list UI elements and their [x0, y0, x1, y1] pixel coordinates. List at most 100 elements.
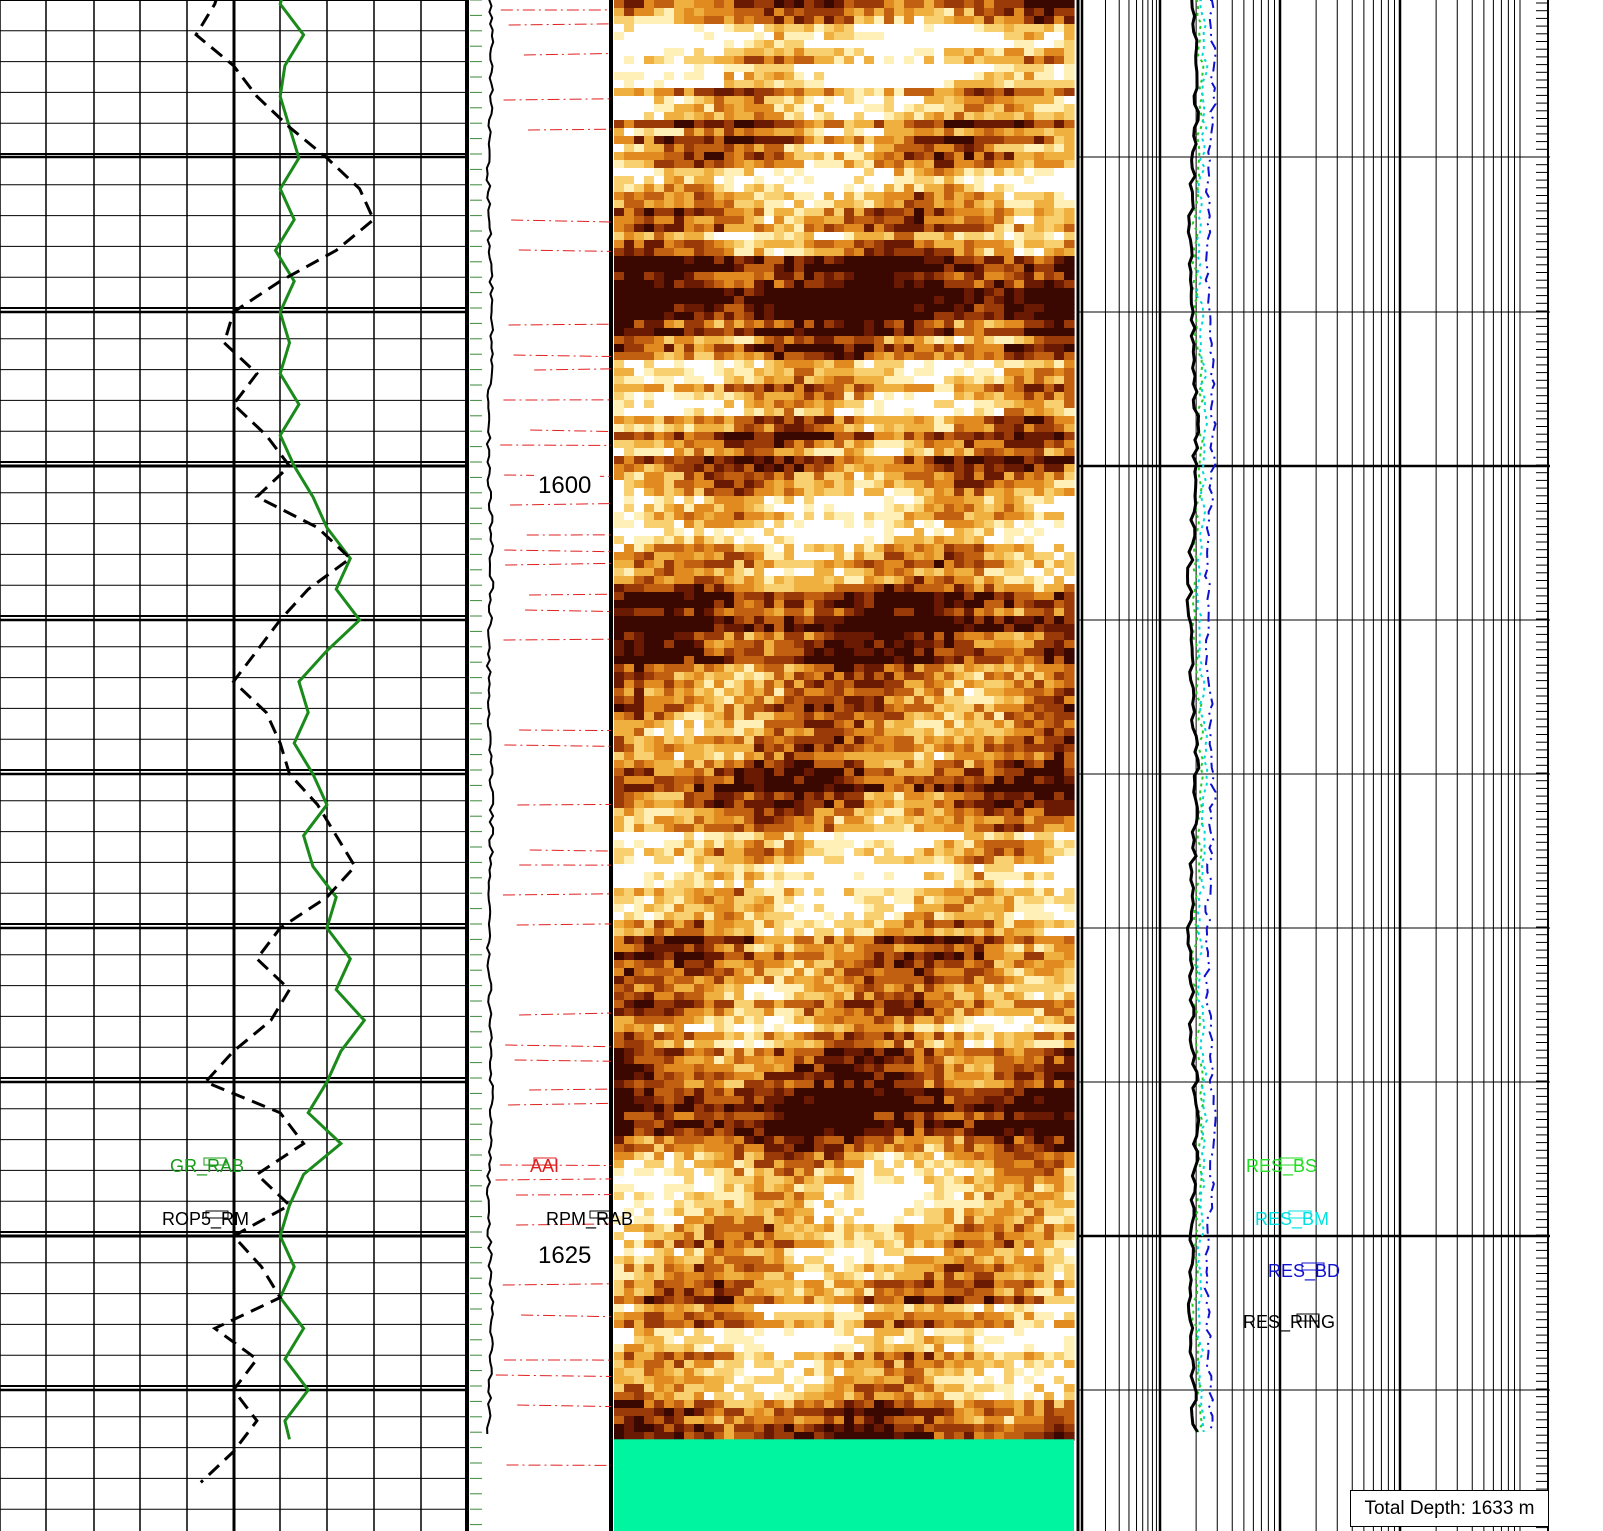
image-cell: [744, 448, 755, 457]
image-cell: [934, 336, 945, 345]
image-cell: [734, 608, 745, 617]
image-cell: [874, 432, 885, 441]
image-cell: [904, 248, 915, 257]
image-cell: [734, 80, 745, 89]
image-cell: [1034, 184, 1045, 193]
image-cell: [814, 768, 825, 777]
image-cell: [714, 728, 725, 737]
image-cell: [784, 8, 795, 17]
image-cell: [944, 208, 955, 217]
image-cell: [754, 496, 765, 505]
image-cell: [864, 704, 875, 713]
image-cell: [874, 296, 885, 305]
image-cell: [674, 776, 685, 785]
image-cell: [944, 384, 955, 393]
image-cell: [1054, 448, 1065, 457]
image-cell: [954, 424, 965, 433]
image-cell: [994, 264, 1005, 273]
image-cell: [954, 296, 965, 305]
image-cell: [744, 512, 755, 521]
image-cell: [904, 232, 915, 241]
image-cell: [704, 624, 715, 633]
image-cell: [944, 720, 955, 729]
image-cell: [1014, 248, 1025, 257]
image-cell: [904, 720, 915, 729]
image-cell: [654, 752, 665, 761]
image-cell: [954, 272, 965, 281]
image-cell: [614, 304, 625, 313]
image-cell: [694, 632, 705, 641]
image-cell: [894, 152, 905, 161]
image-cell: [804, 744, 815, 753]
image-cell: [1064, 560, 1075, 569]
image-cell: [884, 16, 895, 25]
image-cell: [634, 280, 645, 289]
image-cell: [884, 608, 895, 617]
image-cell: [714, 320, 725, 329]
image-cell: [964, 128, 975, 137]
image-cell: [1064, 112, 1075, 121]
image-cell: [654, 264, 665, 273]
image-cell: [964, 600, 975, 609]
image-cell: [754, 200, 765, 209]
image-cell: [954, 616, 965, 625]
image-cell: [1014, 32, 1025, 41]
image-cell: [654, 104, 665, 113]
image-cell: [774, 472, 785, 481]
image-cell: [914, 152, 925, 161]
image-cell: [984, 200, 995, 209]
image-cell: [824, 272, 835, 281]
image-cell: [664, 96, 675, 105]
image-cell: [734, 152, 745, 161]
image-cell: [754, 632, 765, 641]
image-cell: [964, 480, 975, 489]
image-cell: [674, 280, 685, 289]
image-cell: [784, 600, 795, 609]
image-cell: [834, 248, 845, 257]
image-cell: [654, 704, 665, 713]
image-cell: [734, 64, 745, 73]
image-cell: [744, 160, 755, 169]
image-cell: [844, 192, 855, 201]
image-cell: [754, 168, 765, 177]
image-cell: [864, 600, 875, 609]
image-cell: [914, 480, 925, 489]
image-cell: [954, 720, 965, 729]
image-cell: [984, 240, 995, 249]
image-cell: [784, 24, 795, 33]
image-cell: [724, 48, 735, 57]
image-cell: [1064, 688, 1075, 697]
image-cell: [904, 568, 915, 577]
image-cell: [634, 232, 645, 241]
image-cell: [884, 8, 895, 17]
image-cell: [654, 328, 665, 337]
image-cell: [1064, 776, 1075, 785]
image-cell: [804, 616, 815, 625]
image-cell: [1004, 608, 1015, 617]
image-cell: [624, 440, 635, 449]
image-cell: [724, 216, 735, 225]
image-cell: [954, 40, 965, 49]
image-cell: [824, 208, 835, 217]
image-cell: [854, 200, 865, 209]
image-cell: [624, 368, 635, 377]
image-cell: [684, 424, 695, 433]
image-cell: [634, 592, 645, 601]
image-cell: [854, 160, 865, 169]
image-cell: [874, 496, 885, 505]
image-cell: [914, 176, 925, 185]
image-cell: [964, 32, 975, 41]
image-cell: [734, 24, 745, 33]
image-cell: [964, 456, 975, 465]
image-cell: [934, 288, 945, 297]
image-cell: [884, 144, 895, 153]
image-cell: [1004, 768, 1015, 777]
image-cell: [984, 776, 995, 785]
image-cell: [774, 208, 785, 217]
image-cell: [724, 312, 735, 321]
image-cell: [664, 456, 675, 465]
image-cell: [964, 344, 975, 353]
image-cell: [864, 552, 875, 561]
image-cell: [644, 112, 655, 121]
image-cell: [864, 80, 875, 89]
